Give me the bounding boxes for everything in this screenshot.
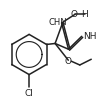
Text: NH: NH (84, 32, 97, 41)
Text: O: O (65, 57, 72, 66)
Text: O: O (71, 10, 78, 19)
Text: Cl: Cl (25, 89, 34, 98)
Text: CHN: CHN (48, 18, 67, 27)
Text: H: H (81, 10, 88, 19)
